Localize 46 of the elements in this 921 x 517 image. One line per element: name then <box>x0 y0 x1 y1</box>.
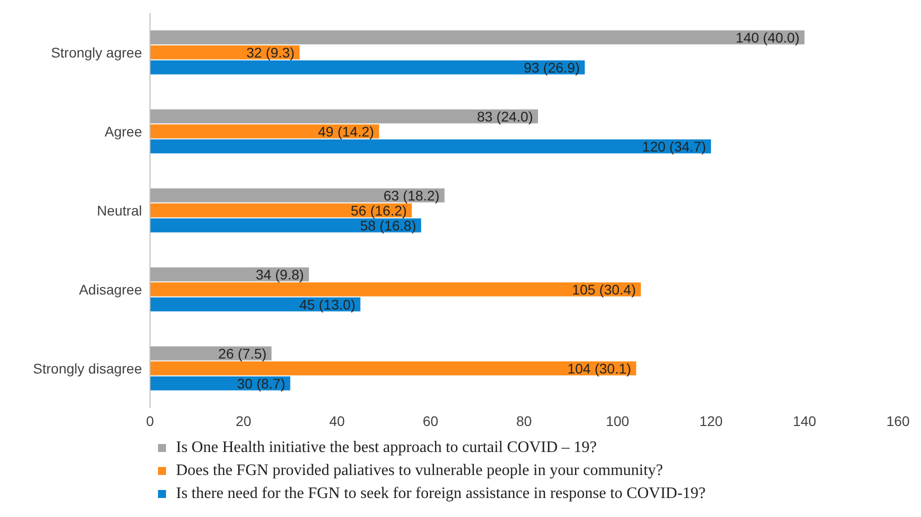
y-tick-label: Neutral <box>96 202 142 218</box>
bar <box>150 267 309 282</box>
bar <box>150 124 380 138</box>
data-label: 104 (30.1) <box>567 360 632 376</box>
bar <box>150 109 538 124</box>
y-tick-label: Agree <box>104 123 142 140</box>
bar <box>150 60 585 74</box>
data-label: 34 (9.8) <box>256 266 304 282</box>
y-tick-label: Strongly agree <box>50 44 142 60</box>
bar <box>150 361 636 376</box>
bar <box>150 376 290 390</box>
x-tick-label: 100 <box>606 412 630 429</box>
bar <box>150 45 300 60</box>
data-label: 83 (24.0) <box>476 108 534 124</box>
data-label: 32 (9.3) <box>246 44 295 60</box>
data-label: 120 (34.7) <box>642 138 706 154</box>
bar <box>150 203 412 218</box>
legend-label: Does the FGN provided paliatives to vulnerable people in your community? <box>176 462 663 480</box>
data-label: 140 (40.0) <box>736 29 800 46</box>
bar <box>150 282 641 296</box>
bar <box>150 218 422 232</box>
x-tick-label: 160 <box>886 412 910 429</box>
data-label: 56 (16.2) <box>350 202 407 218</box>
data-label: 63 (18.2) <box>383 187 440 204</box>
bar <box>150 297 360 312</box>
x-tick-label: 20 <box>236 412 252 429</box>
data-label: 93 (26.9) <box>524 59 580 76</box>
legend-label: Is there need for the FGN to seek for foreign assistance in response to COVID-19? <box>176 484 706 502</box>
y-tick-label: Adisagree <box>78 281 142 298</box>
x-tick-label: 80 <box>516 412 532 429</box>
data-label: 105 (30.4) <box>572 281 636 298</box>
data-label: 26 (7.5) <box>218 345 267 362</box>
x-tick-label: 120 <box>699 412 723 429</box>
x-tick-label: 0 <box>146 412 154 429</box>
x-tick-label: 140 <box>792 412 816 429</box>
legend-label: Is One Health initiative the best approach to curtail COVID – 19? <box>176 438 597 456</box>
data-label: 49 (14.2) <box>318 123 374 140</box>
x-tick-label: 40 <box>329 412 345 429</box>
data-label: 45 (13.0) <box>299 296 356 312</box>
data-label: 30 (8.7) <box>237 375 286 392</box>
y-tick-label: Strongly disagree <box>33 360 142 376</box>
bar <box>150 139 711 154</box>
data-label: 58 (16.8) <box>360 217 416 234</box>
x-tick-label: 60 <box>422 412 438 429</box>
bar <box>150 30 804 44</box>
bar <box>150 188 445 202</box>
